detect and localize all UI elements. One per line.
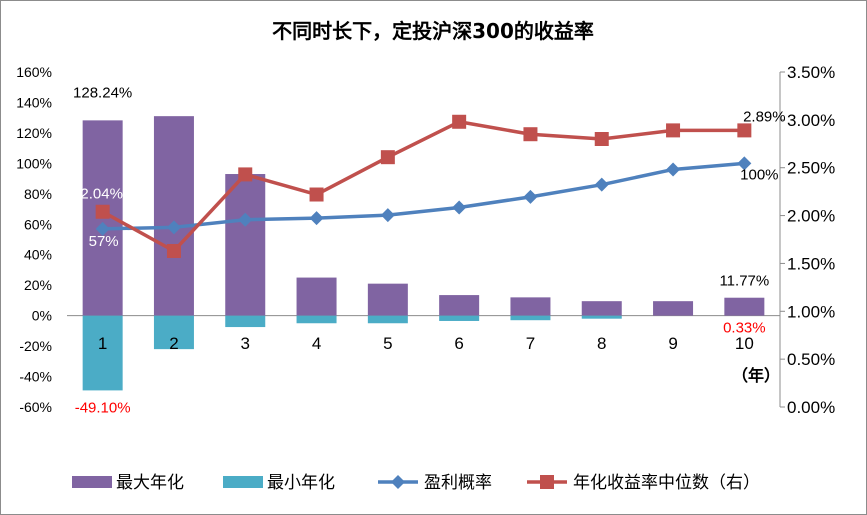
category-label: 4 [312, 334, 321, 353]
line-median-return [101, 120, 745, 253]
marker-diamond-9 [666, 162, 681, 177]
marker-square-9 [666, 123, 681, 138]
marker-square-6 [452, 114, 467, 129]
bar-min-6 [439, 315, 480, 321]
bar-max-2 [153, 116, 194, 316]
bar-min-2 [153, 315, 194, 350]
marker-diamond-5 [380, 208, 395, 223]
bar-min-5 [367, 315, 408, 324]
marker-square-3 [238, 167, 253, 182]
data-label: 57% [89, 233, 119, 250]
left-tick-label: 120% [16, 125, 52, 141]
right-tick-label: 3.50% [787, 63, 835, 82]
marker-square-7 [523, 127, 538, 142]
bar-min-3 [225, 315, 266, 328]
legend-marker-diamond [391, 475, 405, 489]
left-tick-label: 160% [16, 64, 52, 80]
marker-square-8 [594, 132, 609, 146]
bar-max-4 [296, 277, 337, 316]
bar-min-1 [82, 315, 123, 391]
marker-square-1 [95, 204, 110, 219]
legend-marker-square [540, 475, 554, 489]
marker-diamond-8 [594, 177, 609, 192]
data-label: 0.33% [723, 320, 766, 337]
legend-label: 最大年化 [116, 473, 184, 493]
left-tick-label: 0% [32, 308, 52, 324]
marker-diamond-10 [737, 156, 752, 171]
category-label: 10 [735, 334, 754, 353]
left-tick-label: 40% [24, 247, 52, 263]
marker-diamond-4 [309, 211, 324, 226]
marker-square-10 [737, 123, 752, 138]
marker-square-4 [309, 187, 324, 202]
legend-swatch [72, 476, 112, 488]
bar-max-6 [439, 295, 480, 316]
left-tick-label: 100% [16, 155, 52, 171]
marker-diamond-7 [523, 189, 538, 204]
right-tick-label: 3.00% [787, 111, 835, 130]
right-tick-label: 0.00% [787, 398, 835, 417]
marker-diamond-1 [95, 221, 110, 236]
bar-min-8 [581, 315, 622, 319]
category-label: 6 [454, 334, 463, 353]
right-tick-label: 1.00% [787, 302, 835, 321]
legend-label: 最小年化 [267, 473, 335, 493]
bar-max-8 [581, 301, 622, 316]
bar-max-3 [225, 174, 266, 316]
category-label: 7 [526, 334, 535, 353]
left-tick-label: 20% [24, 277, 52, 293]
category-label: 3 [241, 334, 250, 353]
legend-label: 年化收益率中位数（右） [573, 473, 760, 493]
data-label: 2.89% [743, 108, 786, 125]
bar-max-5 [367, 283, 408, 316]
right-tick-label: 1.50% [787, 254, 835, 273]
data-label: 11.77% [719, 273, 769, 290]
marker-diamond-2 [166, 220, 181, 235]
data-label: 100% [740, 166, 778, 183]
bar-min-7 [510, 315, 551, 321]
legend-label: 盈利概率 [424, 473, 492, 493]
marker-diamond-6 [452, 200, 467, 215]
bar-max-9 [653, 301, 694, 316]
data-label: 2.04% [80, 186, 123, 203]
category-label: 9 [668, 334, 677, 353]
category-label: 2 [169, 334, 178, 353]
data-label: 128.24% [73, 84, 132, 101]
right-tick-label: 2.50% [787, 159, 835, 178]
marker-square-5 [380, 150, 395, 165]
data-label: -49.10% [75, 399, 131, 416]
right-tick-label: 0.50% [787, 350, 835, 369]
left-tick-label: -40% [19, 369, 52, 385]
chart-title: 不同时长下，定投沪深300的收益率 [272, 19, 594, 43]
left-tick-label: -60% [19, 399, 52, 415]
category-label: 5 [383, 334, 392, 353]
marker-square-2 [166, 243, 181, 258]
left-tick-label: 60% [24, 216, 52, 232]
left-tick-label: 80% [24, 186, 52, 202]
bar-max-7 [510, 297, 551, 316]
left-tick-label: -20% [19, 338, 52, 354]
line-win-rate [102, 161, 745, 231]
category-label: 8 [597, 334, 606, 353]
right-tick-label: 2.00% [787, 207, 835, 226]
bar-max-10 [724, 297, 765, 316]
bar-min-4 [296, 315, 337, 324]
marker-diamond-3 [238, 212, 253, 227]
legend-swatch [223, 476, 263, 488]
left-tick-label: 140% [16, 94, 52, 110]
x-unit-label: （年） [732, 366, 780, 385]
category-label: 1 [98, 334, 107, 353]
